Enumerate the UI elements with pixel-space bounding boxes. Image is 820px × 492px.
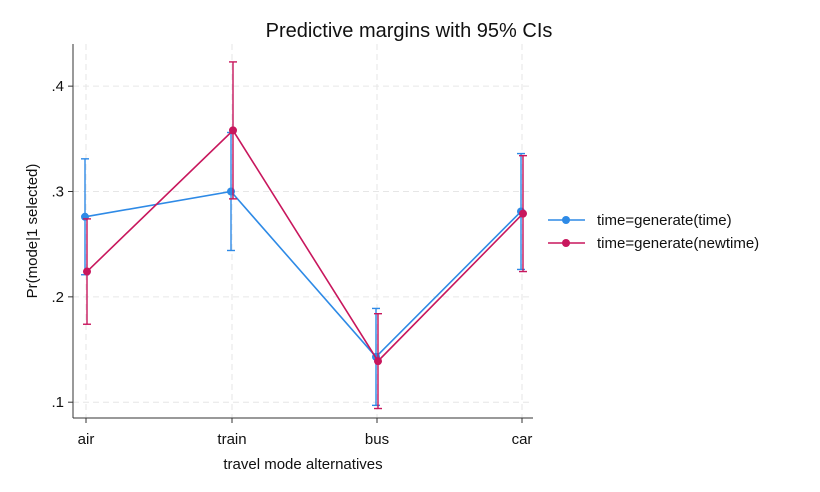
- x-axis-label: travel mode alternatives: [223, 456, 382, 473]
- series-line: [86, 129, 524, 363]
- x-tick-label: bus: [365, 431, 389, 448]
- data-point: [227, 187, 235, 196]
- series-line: [84, 190, 522, 359]
- chart-title: Predictive margins with 95% CIs: [266, 20, 553, 42]
- legend-item: time=generate(newtime): [548, 235, 759, 252]
- y-tick-label: .4: [51, 78, 64, 95]
- series-layer: [81, 61, 527, 410]
- data-point: [229, 126, 237, 135]
- grid: [73, 44, 533, 418]
- y-ticks: .1 .2 .3 .4: [51, 78, 73, 411]
- x-tick-label: car: [512, 431, 533, 448]
- legend-label: time=generate(time): [597, 212, 732, 229]
- data-point: [83, 267, 91, 276]
- legend: time=generate(time) time=generate(newtime…: [548, 212, 759, 252]
- x-ticks: air train bus car: [78, 418, 533, 448]
- legend-marker: [562, 239, 570, 247]
- x-tick-label: air: [78, 431, 95, 448]
- series-2: [83, 61, 527, 410]
- y-axis-label: Pr(mode|1 selected): [24, 164, 41, 299]
- y-tick-label: .1: [51, 394, 64, 411]
- data-point: [374, 357, 382, 366]
- y-tick-label: .2: [51, 289, 64, 306]
- legend-label: time=generate(newtime): [597, 235, 759, 252]
- x-tick-label: train: [217, 431, 246, 448]
- legend-marker: [562, 216, 570, 224]
- series-1: [81, 131, 525, 407]
- legend-item: time=generate(time): [548, 212, 732, 229]
- y-tick-label: .3: [51, 183, 64, 200]
- data-point: [519, 209, 527, 218]
